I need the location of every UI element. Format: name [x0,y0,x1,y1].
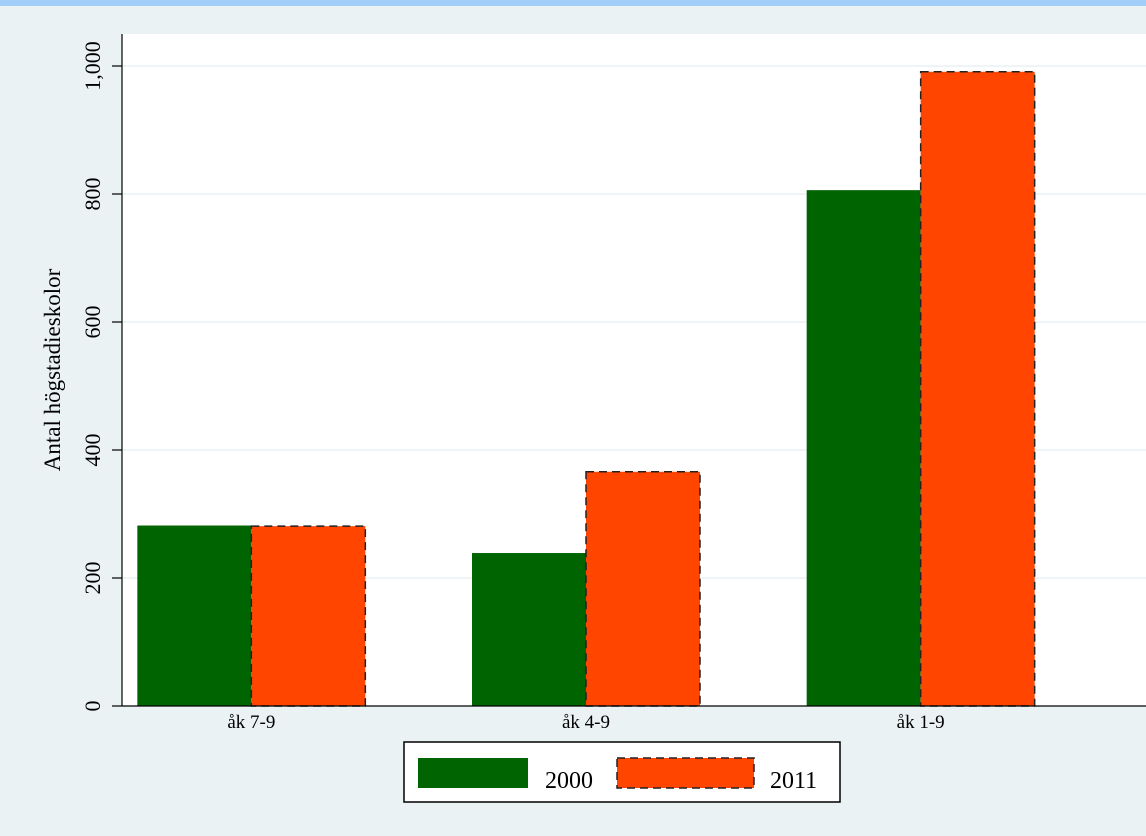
bar-2000-0 [137,525,252,706]
x-category-label: åk 7-9 [227,712,275,733]
x-category-label: åk 1-9 [897,712,945,733]
bar-2011-2 [919,71,1036,707]
legend: 2000 2011 [403,741,841,803]
y-tick-label: 400 [80,434,105,467]
x-category-label: åk 4-9 [562,712,610,733]
y-axis-title: Antal högstadieskolor [40,268,65,471]
legend-swatch-2000 [418,758,528,788]
y-tick-label: 600 [80,306,105,339]
y-tick-label: 800 [80,178,105,211]
bar-2011-1 [585,471,701,707]
bar-2000-1 [472,553,586,706]
legend-swatch-2011 [616,757,755,789]
y-axis: 0 200 400 600 800 1,000 [80,34,1146,712]
legend-label-2000: 2000 [545,768,593,794]
bar-2000-2 [806,190,921,706]
x-axis-categories: åk 7-9 åk 4-9 åk 1-9 [227,712,944,733]
y-tick-label: 1,000 [80,41,105,91]
bars [137,71,1036,707]
y-tick-label: 0 [80,701,105,712]
bar-2011-0 [250,525,367,707]
top-banner-strip [0,0,1146,6]
legend-label-2011: 2011 [770,768,817,794]
y-tick-label: 200 [80,562,105,595]
